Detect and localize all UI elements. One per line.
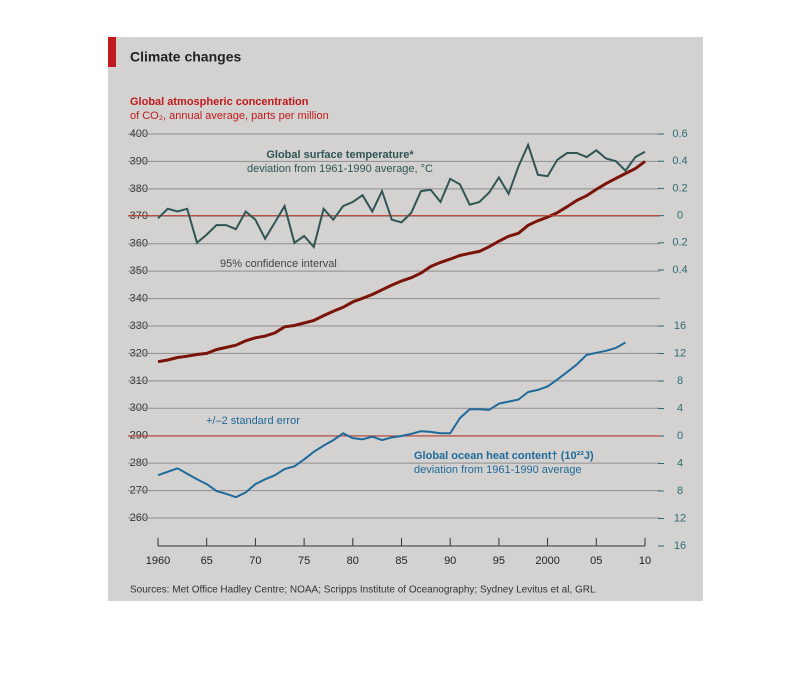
y2-tick-label: 0.6 <box>672 128 687 140</box>
series-label: Global surface temperature* <box>266 149 414 161</box>
y2-tick-label: 0.2 <box>672 237 687 249</box>
y2-tick-label: 8 <box>677 375 683 387</box>
y2-tick-label: 0 <box>677 430 683 442</box>
x-tick-label: 1960 <box>146 555 170 567</box>
annotation: 95% confidence interval <box>220 258 337 270</box>
accent-bar <box>108 37 116 67</box>
series-label: Global ocean heat content† (10²²J) <box>414 450 594 462</box>
source: Sources: Met Office Hadley Centre; NOAA;… <box>130 585 596 596</box>
y2-tick-label: 12 <box>674 512 686 524</box>
x-tick-label: 70 <box>249 555 261 567</box>
x-tick-label: 05 <box>590 555 602 567</box>
y2-tick-label: 12 <box>674 347 686 359</box>
series-label: deviation from 1961-1990 average <box>414 464 582 476</box>
y2-tick-label: 4 <box>677 457 683 469</box>
y2-tick-label: 0.4 <box>672 264 687 276</box>
x-tick-label: 90 <box>444 555 456 567</box>
x-tick-label: 80 <box>347 555 359 567</box>
panel <box>108 37 703 601</box>
y2-tick-label: 16 <box>674 320 686 332</box>
line <box>157 142 646 249</box>
series-label: deviation from 1961-1990 average, °C <box>247 163 433 175</box>
x-tick-label: 10 <box>639 555 651 567</box>
x-tick-label: 2000 <box>535 555 559 567</box>
x-tick-label: 75 <box>298 555 310 567</box>
line <box>157 160 646 364</box>
x-tick-label: 95 <box>493 555 505 567</box>
series-label: Global atmospheric concentration <box>130 96 309 108</box>
y2-tick-label: 8 <box>677 485 683 497</box>
chart-title: Climate changes <box>130 49 241 65</box>
y2-tick-label: 0.4 <box>672 155 687 167</box>
x-tick-label: 85 <box>395 555 407 567</box>
series-label: of CO₂, annual average, parts per millio… <box>130 110 329 122</box>
annotation: +/–2 standard error <box>206 415 300 427</box>
x-tick-label: 65 <box>201 555 213 567</box>
line <box>157 341 626 499</box>
y2-tick-label: 4 <box>677 402 683 414</box>
y2-tick-label: 0 <box>677 210 683 222</box>
y2-tick-label: 16 <box>674 540 686 552</box>
y2-tick-label: 0.2 <box>672 182 687 194</box>
